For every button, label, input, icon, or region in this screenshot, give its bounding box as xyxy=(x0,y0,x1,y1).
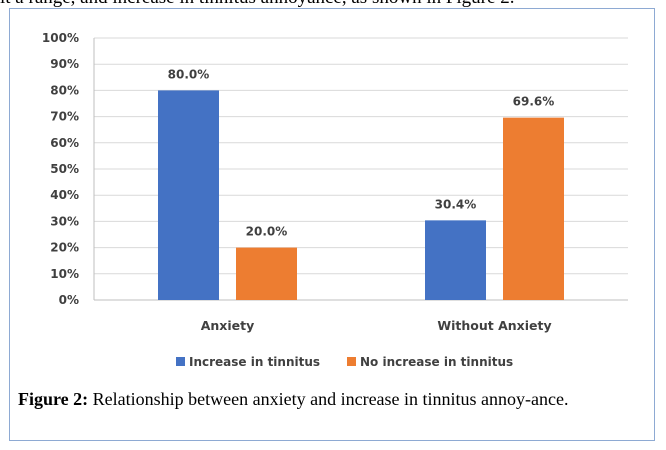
caption-text: Relationship between anxiety and increas… xyxy=(88,389,569,409)
y-tick-label: 100% xyxy=(42,31,79,45)
bar xyxy=(425,220,486,300)
y-tick-label: 70% xyxy=(50,110,79,124)
y-tick-label: 80% xyxy=(50,83,79,97)
bar xyxy=(503,117,564,300)
bar xyxy=(236,247,297,300)
legend-label: Increase in tinnitus xyxy=(189,355,320,369)
bar-chart: 0% 10% 20% 30% 40% 50% 60% 70% 80% 90% 100% 80.0% 20… xyxy=(42,31,628,369)
y-tick-label: 30% xyxy=(50,214,79,228)
data-label: 20.0% xyxy=(246,225,288,239)
previous-text-fragment: it a range, and increase in tinnitus ann… xyxy=(0,0,666,10)
bar xyxy=(158,90,219,301)
legend-swatch xyxy=(347,357,356,366)
y-tick-label: 90% xyxy=(50,57,79,71)
data-label: 30.4% xyxy=(435,197,477,211)
previous-text-line: it a range, and increase in tinnitus ann… xyxy=(0,0,514,9)
y-tick-label: 0% xyxy=(59,293,79,307)
data-label: 80.0% xyxy=(168,67,210,81)
y-tick-label: 10% xyxy=(50,267,79,281)
caption-label: Figure 2: xyxy=(18,389,89,409)
figure-caption: Figure 2: Relationship between anxiety a… xyxy=(18,388,640,410)
x-tick-label: Without Anxiety xyxy=(437,318,551,333)
x-tick-label: Anxiety xyxy=(201,318,255,333)
legend-swatch xyxy=(176,357,185,366)
y-tick-label: 60% xyxy=(50,136,79,150)
y-tick-label: 40% xyxy=(50,188,79,202)
data-label: 69.6% xyxy=(513,95,555,109)
y-tick-label: 20% xyxy=(50,241,79,255)
legend-label: No increase in tinnitus xyxy=(360,355,513,369)
y-tick-label: 50% xyxy=(50,162,79,176)
